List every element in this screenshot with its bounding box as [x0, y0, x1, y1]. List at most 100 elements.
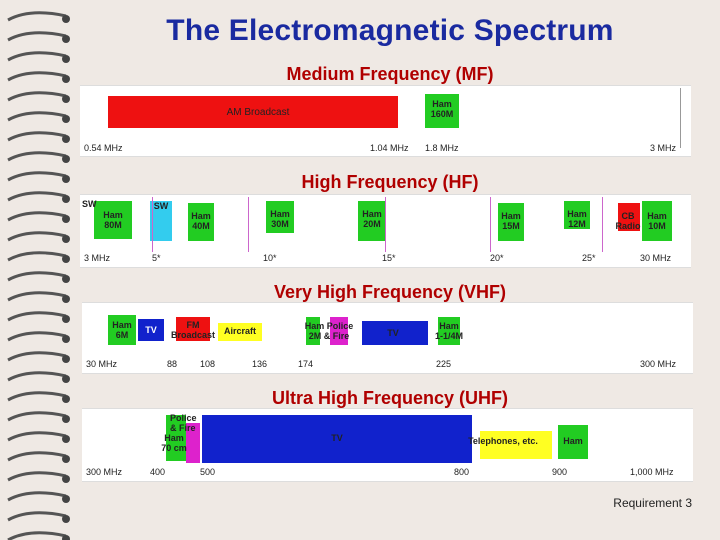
spiral-hole — [62, 395, 70, 403]
spiral-hole — [62, 195, 70, 203]
hf-band-title: High Frequency (HF) — [301, 172, 479, 192]
spiral-hole — [62, 75, 70, 83]
ham-uhf-block — [558, 425, 588, 459]
vhf-tick: 88 — [167, 359, 178, 369]
spiral-ring — [7, 131, 67, 142]
ham-10m-block — [642, 201, 672, 241]
spiral-hole — [62, 155, 70, 163]
hf-band-panel: SW Ham 80M SW Ham 40M Ham 30M Ham 20M Ha… — [80, 194, 691, 268]
spiral-hole — [62, 335, 70, 343]
spiral-hole — [62, 375, 70, 383]
spiral-hole — [62, 215, 70, 223]
spiral-ring — [7, 271, 67, 282]
spiral-ring — [7, 511, 67, 522]
ham-40m-block — [188, 203, 214, 241]
ham-70cm-label: Ham 70 cm — [161, 433, 187, 453]
hf-tick: 10* — [263, 253, 277, 263]
ham-40m-label: Ham 40M — [191, 211, 211, 231]
spiral-ring — [7, 111, 67, 122]
tv-label: TV — [387, 328, 399, 338]
spiral-hole — [62, 535, 70, 540]
tv-block — [202, 415, 472, 463]
uhf-tick: 300 MHz — [86, 467, 123, 477]
hf-tick: 30 MHz — [640, 253, 672, 263]
ham-6m-label: Ham 6M — [112, 320, 132, 340]
sw-label: SW — [153, 201, 169, 211]
hf-marker-line — [490, 197, 491, 252]
spiral-ring — [7, 471, 67, 482]
sw-label: SW — [82, 199, 97, 209]
ham-70cm-block — [166, 415, 186, 461]
vhf-tick: 108 — [200, 359, 216, 369]
ham-160m-block — [425, 94, 459, 128]
vhf-band-title: Very High Frequency (VHF) — [273, 282, 507, 302]
spiral-ring — [7, 431, 67, 442]
hf-marker-line — [152, 197, 153, 252]
spiral-hole — [62, 15, 70, 23]
ham-30m-label: Ham 30M — [270, 209, 290, 229]
footer-requirement-label: Requirement 3 — [613, 496, 692, 510]
spiral-hole — [62, 355, 70, 363]
mf-tick: 0.54 MHz — [84, 143, 123, 153]
spiral-ring — [7, 71, 67, 82]
hf-marker-line — [385, 197, 386, 252]
hf-tick: 25* — [582, 253, 596, 263]
spiral-hole — [62, 255, 70, 263]
uhf-tick: 1,000 MHz — [630, 467, 674, 477]
spiral-ring — [7, 531, 67, 540]
tv-block — [362, 321, 428, 345]
mf-band-title: Medium Frequency (MF) — [286, 64, 494, 84]
hf-marker-line — [602, 197, 603, 252]
police-fire-block — [330, 317, 348, 345]
mf-tick: 1.8 MHz — [425, 143, 459, 153]
spiral-hole — [62, 315, 70, 323]
uhf-tick: 900 — [552, 467, 568, 477]
spiral-hole — [62, 275, 70, 283]
spiral-hole — [62, 295, 70, 303]
sw-block — [150, 201, 172, 241]
telephones-label: Telephones, etc. — [468, 436, 538, 446]
ham-30m-block — [266, 201, 294, 233]
spiral-hole — [62, 115, 70, 123]
ham-20m-block — [358, 201, 386, 241]
vhf-tick: 174 — [298, 359, 314, 369]
ham-80m-block — [94, 201, 132, 239]
spiral-hole — [62, 415, 70, 423]
spiral-ring — [7, 51, 67, 62]
ham-1-25m-block — [438, 317, 460, 345]
vhf-band-panel: Ham 6M TV FM Broadcast Aircraft Ham Poli… — [82, 302, 693, 374]
ham-80m-label: Ham 80M — [103, 210, 123, 230]
spiral-ring — [7, 451, 67, 462]
ham-10m-label: Ham 10M — [647, 211, 667, 231]
ham-6m-block — [108, 315, 136, 345]
ham-12m-label: Ham 12M — [567, 209, 587, 229]
aircraft-block — [218, 323, 262, 341]
fm-broadcast-block — [176, 317, 210, 341]
spiral-ring — [7, 411, 67, 422]
spiral-hole — [62, 35, 70, 43]
spiral-ring — [7, 251, 67, 262]
notebook-spiral-binding — [7, 11, 70, 540]
spiral-ring — [7, 391, 67, 402]
vhf-tick: 30 MHz — [86, 359, 118, 369]
mf-end-line — [680, 88, 681, 148]
spiral-ring — [7, 371, 67, 382]
ham-15m-block — [498, 203, 524, 241]
ham-1-25m-label: Ham 1-1/4M — [434, 321, 463, 341]
ham-15m-label: Ham 15M — [501, 211, 521, 231]
vhf-tick: 136 — [252, 359, 268, 369]
vhf-tick: 225 — [436, 359, 452, 369]
spiral-ring — [7, 11, 67, 22]
hf-marker-line — [248, 197, 249, 252]
cb-radio-label: CB Radio — [615, 211, 641, 231]
ham-160m-label: Ham 160M — [430, 99, 454, 119]
police-fire-label: Police & Fire — [170, 413, 197, 433]
ham-2m-block — [306, 317, 320, 345]
tv-label: TV — [331, 433, 343, 443]
tv-block — [138, 319, 164, 341]
spiral-hole — [62, 135, 70, 143]
spiral-ring — [7, 491, 67, 502]
spiral-hole — [62, 475, 70, 483]
spiral-ring — [7, 231, 67, 242]
spiral-hole — [62, 235, 70, 243]
